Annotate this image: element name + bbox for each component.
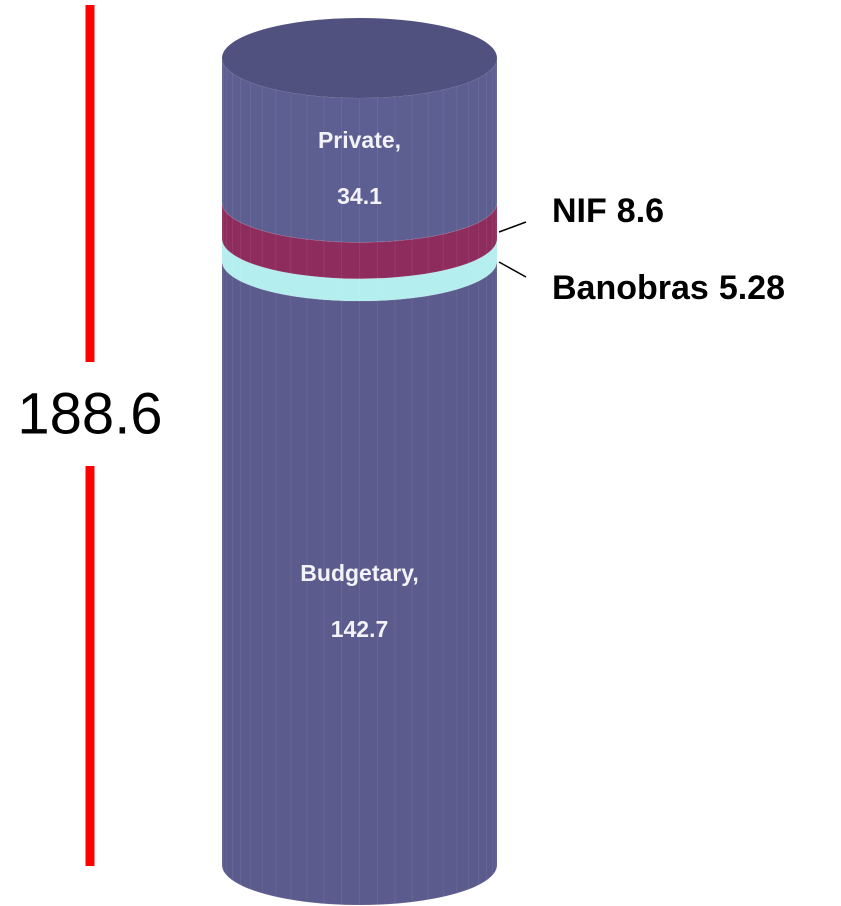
segment-value: 8.6 [617,192,664,230]
segment-name: NIF [552,192,607,230]
segment-label: Budgetary, [300,560,418,586]
leader-line [498,261,527,278]
cylinder-segment [221,238,498,302]
cylinder-top [222,18,497,98]
segment-label: Private, [318,127,401,153]
segment-value: 142.7 [331,616,389,642]
segment-value: 5.28 [719,269,785,307]
leader-line [498,221,527,233]
cylinder-segment [221,202,498,280]
segment-name: Banobras [552,269,709,307]
total-label: 188.6 [17,381,162,446]
segment-label: Banobras 5.28 [552,269,785,307]
segment-label: NIF 8.6 [552,192,664,230]
segment-value: 34.1 [337,183,382,209]
